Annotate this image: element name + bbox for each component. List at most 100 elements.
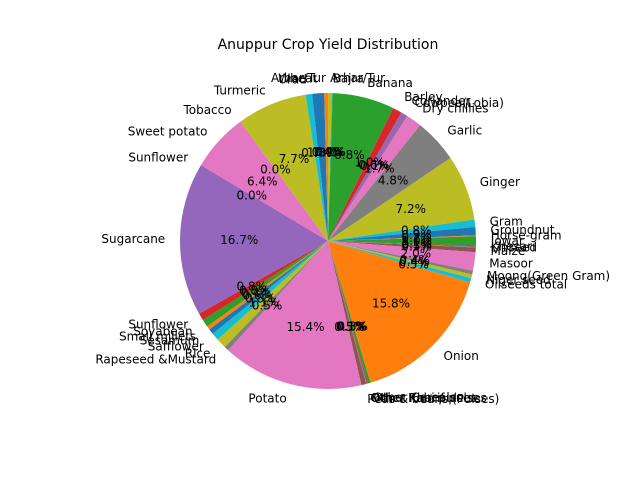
pie-percent-label: 0.1% [336, 320, 367, 334]
pie-percent-label: 0.6% [358, 158, 389, 172]
pie-slice [328, 115, 408, 241]
pie-percent-label: 0.8% [401, 223, 432, 237]
pie-slice [328, 219, 476, 241]
pie-slice [328, 241, 476, 253]
pie-category-label: Maize [491, 244, 526, 258]
pie-category-label: Arhar/Tur [271, 71, 326, 85]
pie-percent-label: 1.7% [364, 162, 395, 176]
pie-percent-label: 16.7% [220, 233, 258, 247]
pie-percent-labels: 0.4%0.1%6.8%1.0%0.6%0.1%1.7%4.8%7.2%0.8%… [220, 145, 432, 334]
pie-slice [328, 241, 476, 271]
pie-category-label: Peas & beans (Pulses) [367, 392, 499, 406]
pie-percent-label: 0.0% [260, 162, 291, 176]
pie-percent-label: 1.1% [249, 295, 280, 309]
pie-slice [328, 241, 371, 384]
pie-percent-label: 6.4% [247, 174, 278, 188]
pie-slice [240, 94, 328, 242]
pie-percent-label: 2.0% [401, 246, 432, 260]
pie-category-label: Arhar/Tur [330, 71, 385, 85]
pie-percent-label: 0.4% [314, 145, 345, 159]
pie-category-label: Ginger [480, 175, 520, 189]
pie-category-label: Coriander [412, 94, 471, 108]
pie-percent-label: 0.7% [301, 146, 332, 160]
pie-category-label: Small millets [119, 330, 196, 344]
pie-percent-label: 0.3% [337, 319, 368, 333]
pie-category-label: Turmeric [213, 84, 266, 98]
pie-category-label: Cowpea(Lobia) [415, 96, 504, 110]
pie-category-label: Jowar [490, 234, 524, 248]
pie-category-label: Sweet potato [128, 125, 208, 139]
pie-percent-label: 0.8% [245, 291, 276, 305]
pie-slice [328, 108, 402, 242]
pie-category-label: Groundnut [490, 223, 554, 237]
pie-category-label: Oilseeds total [485, 277, 567, 291]
pie-percent-label: 0.8% [239, 283, 270, 297]
pie-percent-label: 0.1% [401, 238, 432, 252]
pie-category-label: Rice [185, 347, 211, 361]
pie-percent-label: 7.7% [279, 152, 310, 166]
pie-slice [305, 93, 328, 241]
pie-slice [209, 241, 328, 334]
chart-title: Anuppur Crop Yield Distribution [218, 37, 439, 53]
pie-slice [328, 241, 367, 385]
pie-category-label: Urad [278, 73, 307, 87]
pie-category-label: Horse-gram [491, 228, 562, 242]
pie-percent-label: 0.1% [401, 237, 432, 251]
pie-percent-label: 0.5% [252, 299, 283, 313]
pie-slice [224, 241, 328, 351]
pie-category-label: Wheat [278, 72, 317, 86]
pie-category-label: Niger seed [486, 273, 551, 287]
pie-slice [328, 93, 332, 241]
pie-slice [328, 241, 476, 248]
pie-percent-label: 15.8% [372, 297, 410, 311]
pie-percent-label: 0.8% [237, 280, 268, 294]
pie-percent-label: 0.0% [237, 189, 268, 203]
pie-category-label: Sugarcane [101, 232, 165, 246]
pie-slice [328, 241, 366, 386]
pie-slice [324, 93, 328, 241]
pie-slice [179, 165, 328, 314]
pie-slice [328, 236, 477, 246]
pie-percent-label: 0.1% [401, 231, 432, 245]
pie-slice [217, 241, 328, 347]
pie-category-label: Sesamum [140, 334, 200, 348]
pie-slice [328, 241, 368, 384]
pie-percent-label: 0.5% [398, 258, 429, 272]
pie-category-label: Rapeseed &Mustard [95, 352, 216, 366]
pie-slice [328, 241, 476, 247]
pie-category-label: Tobacco [182, 103, 231, 117]
pie-percent-label: 0.4% [399, 255, 430, 269]
pie-percent-label: 4.8% [378, 174, 409, 188]
pie-percent-label: 0.1% [336, 320, 367, 334]
pie-slice [328, 125, 451, 241]
pie-category-label: Sunflower [128, 151, 188, 165]
pie-percent-label: 0.5% [401, 239, 432, 253]
pie-percent-label: 1.0% [402, 234, 433, 248]
pie-slices [179, 93, 477, 390]
pie-slice [312, 93, 328, 241]
pie-slice [207, 241, 328, 330]
pie-slice [328, 226, 476, 241]
pie-percent-label: 7.2% [396, 202, 427, 216]
pie-percent-label: 0.1% [360, 159, 391, 173]
pie-percent-label: 0.5% [334, 320, 365, 334]
pie-slice [328, 158, 475, 241]
pie-percent-label: 6.8% [334, 148, 365, 162]
pie-category-label: Masoor [489, 257, 533, 271]
pie-category-label: Moong(Green Gram) [487, 269, 610, 283]
pie-slice [328, 93, 333, 241]
pie-slice [328, 241, 473, 279]
pie-percent-label: 0.6% [243, 288, 274, 302]
pie-slice [328, 241, 473, 275]
pie-percent-label: 15.4% [286, 320, 324, 334]
pie-percent-label: 0.4% [241, 286, 272, 300]
pie-category-label: Bajra [333, 71, 364, 85]
pie-category-label: Other Rabi pulses [370, 391, 477, 405]
pie-category-label: Other Cereals [373, 390, 456, 404]
pie-percent-label: 0.9% [401, 228, 432, 242]
pie-slice [200, 121, 328, 241]
pie-percent-label: 0.4% [399, 253, 430, 267]
pie-category-label: Khesari [491, 240, 536, 254]
